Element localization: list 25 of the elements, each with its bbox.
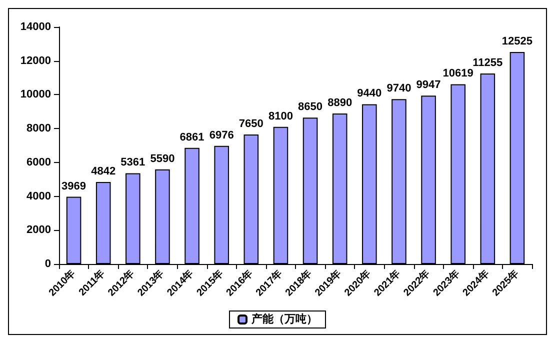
data-label: 7650 xyxy=(238,118,264,130)
data-label: 6976 xyxy=(209,129,234,142)
data-label: 9740 xyxy=(386,82,412,95)
data-label: 6861 xyxy=(180,131,204,144)
data-label: 8650 xyxy=(298,101,323,114)
y-tick-label: 4000 xyxy=(26,190,51,202)
y-tick-label: 6000 xyxy=(26,156,51,168)
y-tick-label: 2000 xyxy=(26,224,51,236)
y-tick-label: 10000 xyxy=(20,88,51,101)
data-label: 12525 xyxy=(502,35,533,48)
data-label: 11255 xyxy=(472,56,503,69)
data-label: 9440 xyxy=(357,88,382,100)
data-label: 9947 xyxy=(416,79,441,92)
data-label: 4842 xyxy=(91,166,116,178)
legend-label: 产能（万吨） xyxy=(250,312,318,326)
y-tick-label: 0 xyxy=(44,258,51,270)
y-tick-label: 14000 xyxy=(20,21,51,33)
data-label: 8100 xyxy=(268,110,293,122)
data-label: 5590 xyxy=(150,152,175,165)
data-label: 8890 xyxy=(328,97,352,110)
data-label: 5361 xyxy=(120,156,146,169)
data-label: 3969 xyxy=(62,180,86,192)
y-tick-label: 8000 xyxy=(26,122,51,135)
data-label: 10619 xyxy=(442,68,474,80)
y-tick-label: 12000 xyxy=(20,54,51,67)
